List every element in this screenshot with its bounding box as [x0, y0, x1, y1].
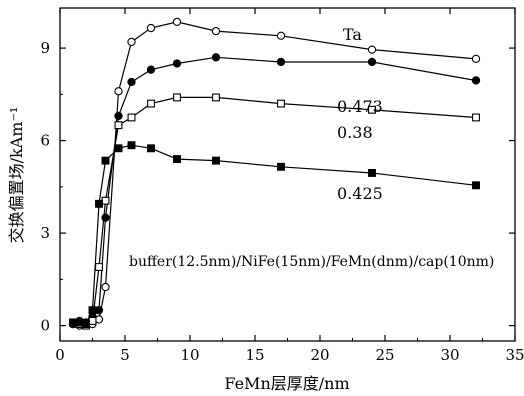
series-markers [68, 17, 481, 330]
data-point-2 [368, 105, 376, 114]
data-point-1 [276, 57, 286, 67]
series-lines [72, 21, 477, 327]
data-point-2 [101, 196, 110, 205]
data-point-3 [147, 144, 155, 153]
data-point-1 [94, 306, 104, 315]
series-label-038: 0.38 [337, 123, 373, 142]
data-point-3 [114, 144, 123, 153]
data-point-1 [471, 76, 481, 85]
data-point-2 [472, 113, 480, 122]
data-point-3 [101, 156, 110, 165]
y-axis-title: 交换偏置场/kAm⁻¹ [7, 107, 26, 244]
data-point-1 [367, 57, 377, 67]
data-point-0 [367, 45, 377, 54]
x-tick-label: 0 [55, 346, 65, 364]
data-point-2 [114, 121, 123, 130]
data-point-3 [95, 199, 103, 208]
series-label-0473: 0.473 [337, 97, 383, 116]
data-point-3 [88, 306, 97, 315]
data-point-2 [147, 99, 155, 108]
series-label-0425: 0.425 [337, 184, 383, 203]
data-point-0 [127, 37, 136, 47]
data-point-1 [211, 53, 221, 62]
series-line-0 [72, 21, 477, 327]
data-point-1 [172, 59, 182, 68]
data-point-3 [173, 155, 181, 164]
data-point-0 [471, 54, 481, 64]
data-point-3 [127, 141, 136, 150]
series-label-ta: Ta [343, 25, 362, 44]
data-point-0 [114, 87, 123, 96]
x-tick-label: 35 [505, 346, 524, 364]
y-tick-label: 3 [40, 224, 50, 242]
axis-ticks: 0 5 10 15 20 25 30 35 0 3 6 9 [40, 8, 524, 364]
data-point-1 [101, 213, 110, 222]
plot-frame [59, 7, 516, 342]
data-point-2 [173, 93, 181, 102]
data-point-0 [146, 23, 156, 33]
series-line-1 [72, 56, 477, 325]
data-point-0 [101, 282, 110, 292]
series-line-3 [73, 144, 477, 325]
data-point-1 [127, 77, 136, 87]
data-point-0 [211, 26, 221, 36]
data-point-2 [88, 317, 97, 325]
x-tick-label: 15 [245, 346, 264, 364]
data-point-3 [368, 169, 376, 177]
data-point-2 [95, 263, 103, 271]
data-point-3 [472, 181, 480, 190]
sample-structure-annotation: buffer(12.5nm)/NiFe(15nm)/FeMn(dnm)/cap(… [129, 254, 494, 270]
data-point-3 [69, 318, 77, 327]
data-point-2 [277, 99, 285, 108]
x-tick-label: 30 [440, 346, 459, 364]
data-point-2 [127, 113, 136, 122]
x-axis-title: FeMn层厚度/nm [224, 374, 349, 393]
data-point-3 [277, 162, 285, 171]
data-point-3 [82, 320, 90, 328]
y-tick-label: 9 [40, 39, 50, 57]
data-point-1 [146, 65, 156, 74]
x-tick-label: 10 [180, 346, 199, 364]
data-point-1 [114, 111, 123, 121]
y-tick-label: 6 [40, 132, 50, 150]
data-point-3 [75, 318, 84, 327]
data-point-2 [212, 93, 220, 102]
series-line-2 [72, 96, 477, 327]
x-tick-label: 5 [120, 346, 130, 364]
x-tick-label: 25 [375, 346, 394, 364]
data-point-0 [276, 31, 286, 40]
data-point-0 [172, 17, 182, 27]
x-tick-label: 20 [310, 346, 329, 364]
y-tick-label: 0 [40, 317, 50, 335]
data-point-3 [212, 156, 220, 165]
